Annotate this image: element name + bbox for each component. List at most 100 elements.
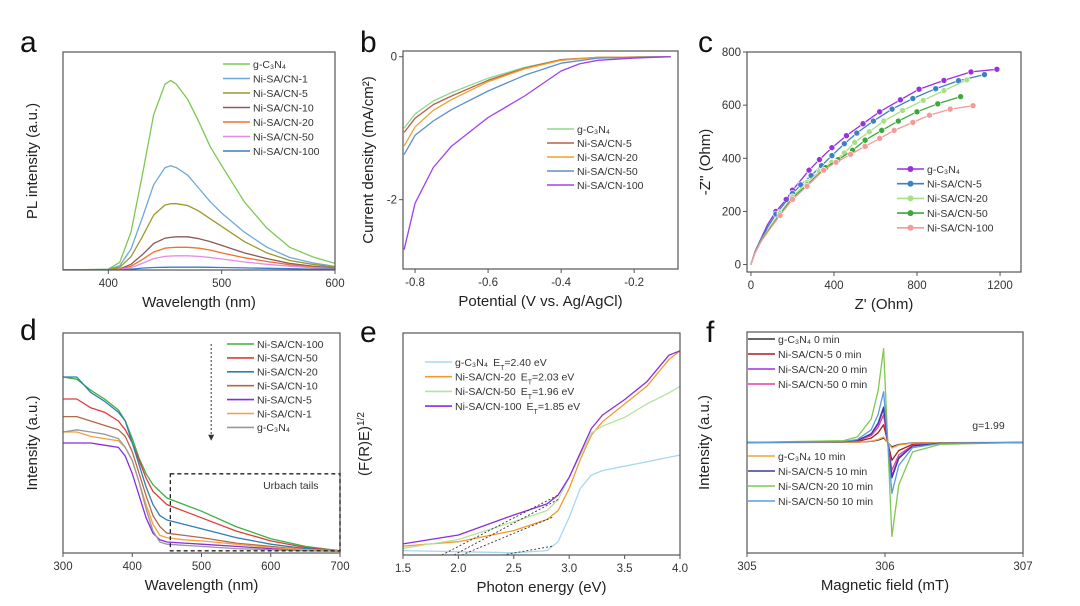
- x-tick-label: 1200: [987, 280, 1013, 292]
- data-point: [926, 111, 933, 119]
- legend-name: Ni-SA/CN-10: [253, 102, 314, 114]
- data-point: [913, 108, 921, 116]
- x-tick-label: 700: [330, 561, 349, 573]
- x-tick-label: 2.5: [506, 563, 522, 575]
- legend-label: Ni-SA/CN-10: [253, 102, 314, 114]
- legend-label: g-C₃N₄: [257, 422, 290, 434]
- series-line: [747, 391, 1023, 494]
- legend-name: Ni-SA/CN-100: [455, 401, 522, 413]
- data-point: [895, 117, 902, 125]
- data-point: [969, 102, 977, 109]
- x-axis-title: Z' (Ohm): [855, 296, 914, 313]
- plot-area: [63, 79, 335, 270]
- legend-et-symbol: E: [493, 357, 500, 369]
- plot-frame: [402, 50, 679, 270]
- data-point: [789, 196, 796, 203]
- panel-letter: c: [698, 26, 713, 59]
- x-tick-label: 307: [1013, 561, 1032, 573]
- y-axis-title: PL intensity (a.u.): [24, 103, 41, 219]
- y-axis-title: -Z'' (Ohm): [697, 129, 714, 196]
- legend-label: Ni-SA/CN-50: [253, 131, 314, 143]
- data-point: [957, 93, 964, 100]
- y-axis-title-text: (F(R)E): [356, 426, 373, 476]
- series-line: [750, 68, 997, 265]
- panel-letter: b: [360, 26, 377, 59]
- legend-name: Ni-SA/CN-5 0 min: [778, 349, 862, 361]
- x-tick-label: 400: [99, 278, 118, 290]
- legend-name: g-C₃N₄: [257, 422, 290, 434]
- legend-et-value: =2.03 eV: [532, 372, 574, 384]
- data-point: [878, 127, 886, 134]
- legend-name: Ni-SA/CN-20 10 min: [778, 481, 873, 493]
- tangent-line: [461, 516, 553, 555]
- legend-label: g-C₃N₄ ET=2.40 eV: [455, 357, 547, 372]
- x-axis-title: Wavelength (nm): [145, 577, 259, 594]
- series-line: [63, 376, 340, 552]
- legend-label: Ni-SA/CN-1: [253, 73, 308, 85]
- y-axis-title-text: Intensity (a.u.): [24, 395, 41, 490]
- series-line: [403, 350, 680, 545]
- legend-name: Ni-SA/CN-20: [257, 367, 318, 379]
- x-tick-label: -0.4: [551, 277, 571, 289]
- data-point: [880, 117, 888, 125]
- x-axis-title: Magnetic field (mT): [821, 577, 949, 594]
- plot-area: [747, 347, 1023, 538]
- series-line: [63, 236, 335, 270]
- data-point: [847, 150, 854, 158]
- data-point: [934, 100, 942, 108]
- y-axis-title-text: Current density (mA/cm²): [360, 76, 377, 244]
- x-tick-label: -0.2: [624, 277, 644, 289]
- data-point: [841, 140, 848, 147]
- legend-name: Ni-SA/CN-50: [455, 386, 516, 398]
- series-line: [403, 56, 671, 155]
- panel-letter: d: [20, 314, 37, 347]
- legend-label: Ni-SA/CN-50 10 min: [778, 496, 873, 508]
- legend-label: Ni-SA/CN-1: [257, 408, 312, 420]
- series-line: [747, 347, 1023, 538]
- data-point: [888, 105, 896, 113]
- legend-label: Ni-SA/CN-100 ET=1.85 eV: [455, 401, 580, 416]
- data-point: [967, 68, 975, 76]
- legend-marker: [907, 224, 914, 231]
- legend-label: Ni-SA/CN-100: [257, 339, 324, 351]
- legend-name: Ni-SA/CN-50: [577, 166, 638, 178]
- y-axis-title-text: -Z'' (Ohm): [697, 129, 714, 196]
- legend-name: g-C₃N₄: [455, 357, 488, 369]
- series-line: [63, 376, 340, 552]
- series-line: [403, 56, 671, 250]
- data-point: [876, 135, 883, 142]
- data-point: [946, 105, 954, 113]
- legend-name: Ni-SA/CN-100: [253, 146, 320, 158]
- legend-marker: [907, 195, 914, 202]
- legend-label: Ni-SA/CN-20 ET=2.03 eV: [455, 372, 574, 387]
- series-line: [403, 56, 671, 133]
- x-tick-label: 500: [192, 561, 211, 573]
- plot-area: [63, 376, 340, 552]
- x-tick-label: -0.6: [478, 277, 498, 289]
- tangent-line: [453, 499, 559, 555]
- x-tick-label: 305: [737, 561, 756, 573]
- data-point: [940, 77, 948, 84]
- data-point: [909, 119, 917, 126]
- data-point: [899, 107, 906, 114]
- legend-name: Ni-SA/CN-5: [577, 138, 632, 150]
- series-line: [63, 203, 335, 270]
- legend-et-value: =2.40 eV: [504, 357, 546, 369]
- panel-letter: e: [360, 316, 377, 349]
- y-tick-label: 400: [722, 153, 741, 165]
- legend-et-value: =1.85 eV: [538, 401, 580, 413]
- legend-label: Ni-SA/CN-100: [577, 180, 644, 192]
- x-tick-label: -0.8: [405, 277, 425, 289]
- legend-name: Ni-SA/CN-5: [927, 179, 982, 191]
- x-axis-title: Wavelength (nm): [142, 294, 256, 311]
- data-point: [851, 139, 859, 146]
- series-line: [750, 73, 985, 265]
- series-line: [63, 398, 340, 552]
- plot-area: [403, 350, 680, 555]
- legend-label: Ni-SA/CN-20: [253, 117, 314, 129]
- data-point: [932, 85, 939, 92]
- g-value-label: g=1.99: [972, 420, 1005, 432]
- legend-marker: [907, 166, 914, 172]
- panel-a: a 400 500 600 Wavelength (nm) PL intensity (a…: [20, 26, 345, 311]
